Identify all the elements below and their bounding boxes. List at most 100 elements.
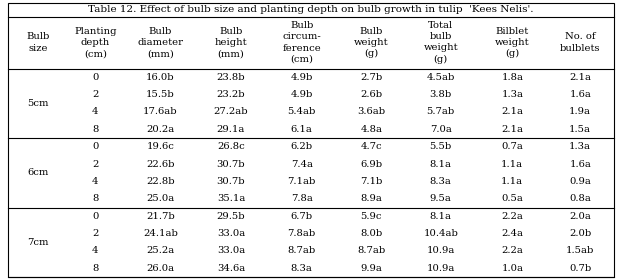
Text: 5.9c: 5.9c	[361, 212, 382, 221]
Text: 20.2a: 20.2a	[146, 125, 174, 134]
Text: Bulb
diameter
(mm): Bulb diameter (mm)	[137, 27, 183, 58]
Text: 4: 4	[92, 177, 99, 186]
Text: 1.3a: 1.3a	[501, 90, 523, 99]
Text: 4: 4	[92, 108, 99, 116]
Text: 10.9a: 10.9a	[427, 246, 455, 255]
Text: Bulb
height
(mm): Bulb height (mm)	[215, 27, 248, 58]
Text: 2.0b: 2.0b	[569, 229, 592, 238]
Text: 23.8b: 23.8b	[216, 73, 245, 82]
Text: 6cm: 6cm	[27, 168, 49, 177]
Text: 6.1a: 6.1a	[290, 125, 313, 134]
Text: 35.1a: 35.1a	[217, 194, 245, 203]
Text: 23.2b: 23.2b	[216, 90, 245, 99]
Text: 0.5a: 0.5a	[501, 194, 523, 203]
Text: 26.0a: 26.0a	[146, 264, 174, 273]
Text: 16.0b: 16.0b	[146, 73, 175, 82]
Text: Bulb
circum-
ference
(cm): Bulb circum- ference (cm)	[282, 21, 321, 64]
Text: 3.8b: 3.8b	[430, 90, 452, 99]
Text: 2: 2	[92, 229, 99, 238]
Text: 5cm: 5cm	[27, 99, 49, 108]
Text: Planting
depth
(cm): Planting depth (cm)	[74, 27, 117, 58]
Text: 4.7c: 4.7c	[360, 142, 382, 151]
Text: 8.1a: 8.1a	[430, 212, 452, 221]
Text: 0.9a: 0.9a	[569, 177, 591, 186]
Text: 2.7b: 2.7b	[360, 73, 383, 82]
Text: Bulb
weight
(g): Bulb weight (g)	[354, 27, 389, 58]
Text: 10.9a: 10.9a	[427, 264, 455, 273]
Text: 6.7b: 6.7b	[290, 212, 313, 221]
Text: 5.7ab: 5.7ab	[427, 108, 455, 116]
Text: 4.8a: 4.8a	[360, 125, 382, 134]
Text: 8.7ab: 8.7ab	[357, 246, 386, 255]
Text: Total
bulb
weight
(g): Total bulb weight (g)	[424, 21, 458, 64]
Text: 1.0a: 1.0a	[501, 264, 523, 273]
Text: 8: 8	[92, 194, 99, 203]
Text: 4.9b: 4.9b	[290, 73, 313, 82]
Text: 2.1a: 2.1a	[501, 108, 523, 116]
Text: 2.0a: 2.0a	[569, 212, 591, 221]
Text: 8.1a: 8.1a	[430, 160, 452, 169]
Text: 2: 2	[92, 160, 99, 169]
Text: 33.0a: 33.0a	[217, 246, 245, 255]
Text: 1.3a: 1.3a	[569, 142, 591, 151]
Text: 0.7a: 0.7a	[501, 142, 523, 151]
Text: 6.9b: 6.9b	[360, 160, 383, 169]
Text: 15.5b: 15.5b	[146, 90, 175, 99]
Text: 2.4a: 2.4a	[501, 229, 523, 238]
Text: 4.5ab: 4.5ab	[427, 73, 455, 82]
Text: 19.6c: 19.6c	[146, 142, 174, 151]
Text: 1.1a: 1.1a	[501, 160, 523, 169]
Text: 30.7b: 30.7b	[216, 160, 245, 169]
Text: 22.6b: 22.6b	[146, 160, 175, 169]
Text: 4.9b: 4.9b	[290, 90, 313, 99]
Text: 2.6b: 2.6b	[360, 90, 383, 99]
Text: 9.9a: 9.9a	[360, 264, 382, 273]
Text: 8.7ab: 8.7ab	[287, 246, 316, 255]
Text: 5.4ab: 5.4ab	[287, 108, 316, 116]
Text: 1.9a: 1.9a	[569, 108, 591, 116]
Text: 2.1a: 2.1a	[501, 125, 523, 134]
Text: 34.6a: 34.6a	[217, 264, 245, 273]
Text: 4: 4	[92, 246, 99, 255]
Text: 22.8b: 22.8b	[146, 177, 175, 186]
Text: 33.0a: 33.0a	[217, 229, 245, 238]
Text: 1.8a: 1.8a	[501, 73, 523, 82]
Text: 25.0a: 25.0a	[146, 194, 174, 203]
Text: 7.4a: 7.4a	[290, 160, 313, 169]
Text: 7.0a: 7.0a	[430, 125, 452, 134]
Text: 27.2ab: 27.2ab	[214, 108, 248, 116]
Text: 30.7b: 30.7b	[216, 177, 245, 186]
Text: 29.1a: 29.1a	[217, 125, 245, 134]
Text: 7.8a: 7.8a	[290, 194, 313, 203]
Text: 29.5b: 29.5b	[216, 212, 245, 221]
Text: 0: 0	[92, 73, 99, 82]
Text: 7.1b: 7.1b	[360, 177, 383, 186]
Text: 1.6a: 1.6a	[569, 90, 591, 99]
Text: 2.2a: 2.2a	[501, 212, 523, 221]
Text: 7cm: 7cm	[27, 238, 49, 247]
Text: 25.2a: 25.2a	[146, 246, 174, 255]
Text: 1.1a: 1.1a	[501, 177, 523, 186]
Text: 0.7b: 0.7b	[569, 264, 592, 273]
Text: 26.8c: 26.8c	[217, 142, 245, 151]
Text: 21.7b: 21.7b	[146, 212, 175, 221]
Text: 0: 0	[92, 212, 99, 221]
Text: 1.6a: 1.6a	[569, 160, 591, 169]
Text: 8.3a: 8.3a	[290, 264, 313, 273]
Text: 2.2a: 2.2a	[501, 246, 523, 255]
Text: 10.4ab: 10.4ab	[424, 229, 458, 238]
Text: 3.6ab: 3.6ab	[357, 108, 385, 116]
Text: 8.0b: 8.0b	[360, 229, 383, 238]
Text: 1.5a: 1.5a	[569, 125, 591, 134]
Text: 6.2b: 6.2b	[290, 142, 313, 151]
Text: 9.5a: 9.5a	[430, 194, 452, 203]
Text: 8.3a: 8.3a	[430, 177, 452, 186]
Text: 5.5b: 5.5b	[430, 142, 452, 151]
Text: 1.5ab: 1.5ab	[566, 246, 595, 255]
Text: 2.1a: 2.1a	[569, 73, 591, 82]
Text: 8: 8	[92, 264, 99, 273]
Text: 24.1ab: 24.1ab	[143, 229, 178, 238]
Text: 7.1ab: 7.1ab	[287, 177, 316, 186]
Text: Table 12. Effect of bulb size and planting depth on bulb growth in tulip  'Kees : Table 12. Effect of bulb size and planti…	[88, 5, 534, 14]
Text: 0.8a: 0.8a	[569, 194, 591, 203]
